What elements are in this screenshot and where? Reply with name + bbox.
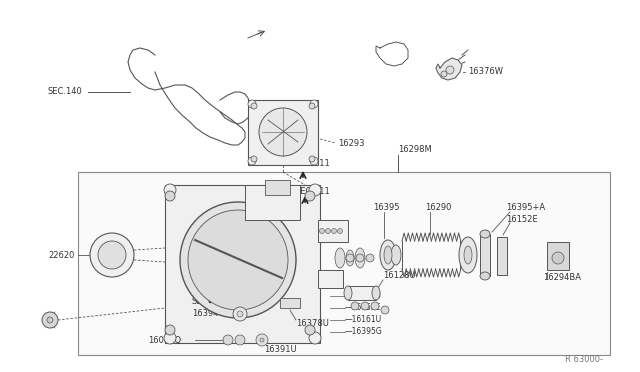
Circle shape	[326, 228, 330, 234]
Circle shape	[248, 100, 256, 108]
Text: SEC.211: SEC.211	[296, 158, 331, 167]
Bar	[78, 172, 610, 355]
Text: 16376W: 16376W	[468, 67, 503, 77]
Bar	[318, 270, 343, 288]
Text: —16152E: —16152E	[345, 304, 381, 312]
Text: 16294BA: 16294BA	[543, 273, 581, 282]
Text: 16391U: 16391U	[264, 346, 296, 355]
Circle shape	[356, 254, 364, 262]
Circle shape	[180, 202, 296, 318]
Circle shape	[305, 191, 315, 201]
Bar	[248, 100, 318, 165]
Circle shape	[310, 100, 318, 108]
Circle shape	[319, 228, 324, 234]
Text: 16378U: 16378U	[296, 320, 329, 328]
Ellipse shape	[480, 272, 490, 280]
Bar	[265, 180, 290, 195]
Bar	[280, 298, 300, 308]
Circle shape	[164, 184, 176, 196]
Circle shape	[237, 311, 243, 317]
Bar	[497, 237, 507, 275]
Circle shape	[235, 335, 245, 345]
Bar	[547, 242, 569, 270]
Ellipse shape	[355, 248, 365, 268]
Circle shape	[305, 325, 315, 335]
Circle shape	[366, 254, 374, 262]
Text: —16294B: —16294B	[345, 292, 382, 301]
Text: —16395G: —16395G	[345, 327, 383, 337]
Circle shape	[164, 332, 176, 344]
Circle shape	[251, 103, 257, 109]
Circle shape	[309, 184, 321, 196]
Bar	[245, 185, 300, 220]
Circle shape	[361, 302, 369, 310]
Bar	[165, 185, 320, 343]
Circle shape	[310, 157, 318, 165]
Circle shape	[332, 228, 337, 234]
Circle shape	[337, 228, 342, 234]
Circle shape	[309, 332, 321, 344]
Ellipse shape	[384, 246, 392, 264]
Circle shape	[446, 66, 454, 74]
Circle shape	[256, 334, 268, 346]
Bar	[348, 286, 376, 300]
Bar	[318, 220, 348, 242]
Text: 16394U: 16394U	[192, 310, 225, 318]
Circle shape	[98, 241, 126, 269]
Text: 16065Q: 16065Q	[148, 336, 181, 344]
Circle shape	[351, 302, 359, 310]
Text: SEC.140: SEC.140	[48, 87, 83, 96]
Circle shape	[371, 302, 379, 310]
Circle shape	[309, 103, 315, 109]
Text: 16128U: 16128U	[383, 272, 415, 280]
Ellipse shape	[335, 248, 345, 268]
Circle shape	[248, 157, 256, 165]
Circle shape	[223, 335, 233, 345]
Ellipse shape	[344, 286, 352, 300]
Text: 16152E: 16152E	[506, 215, 538, 224]
Text: 16395: 16395	[373, 203, 399, 212]
Circle shape	[260, 338, 264, 342]
Circle shape	[47, 317, 53, 323]
Ellipse shape	[372, 286, 380, 300]
Circle shape	[251, 156, 257, 162]
Text: 16290: 16290	[425, 203, 451, 212]
Circle shape	[165, 325, 175, 335]
Circle shape	[346, 254, 354, 262]
Text: 22620: 22620	[48, 250, 74, 260]
Text: SEC.223: SEC.223	[192, 298, 227, 307]
Text: 16395+A: 16395+A	[506, 203, 545, 212]
Ellipse shape	[480, 230, 490, 238]
Circle shape	[441, 71, 447, 77]
Text: —16161U: —16161U	[345, 315, 382, 324]
Circle shape	[381, 306, 389, 314]
Text: SEC.211: SEC.211	[296, 187, 331, 196]
Ellipse shape	[346, 250, 354, 266]
Circle shape	[165, 191, 175, 201]
Circle shape	[90, 233, 134, 277]
Circle shape	[552, 252, 564, 264]
Polygon shape	[436, 58, 462, 80]
Circle shape	[309, 156, 315, 162]
Ellipse shape	[464, 246, 472, 264]
Text: 16298M: 16298M	[398, 145, 432, 154]
Circle shape	[233, 307, 247, 321]
Bar	[480, 234, 490, 276]
Circle shape	[188, 210, 288, 310]
Text: R 63000-: R 63000-	[565, 356, 603, 365]
Circle shape	[259, 108, 307, 156]
Text: 16293: 16293	[338, 138, 365, 148]
Ellipse shape	[380, 240, 396, 270]
Ellipse shape	[391, 245, 401, 265]
Ellipse shape	[459, 237, 477, 273]
Circle shape	[42, 312, 58, 328]
